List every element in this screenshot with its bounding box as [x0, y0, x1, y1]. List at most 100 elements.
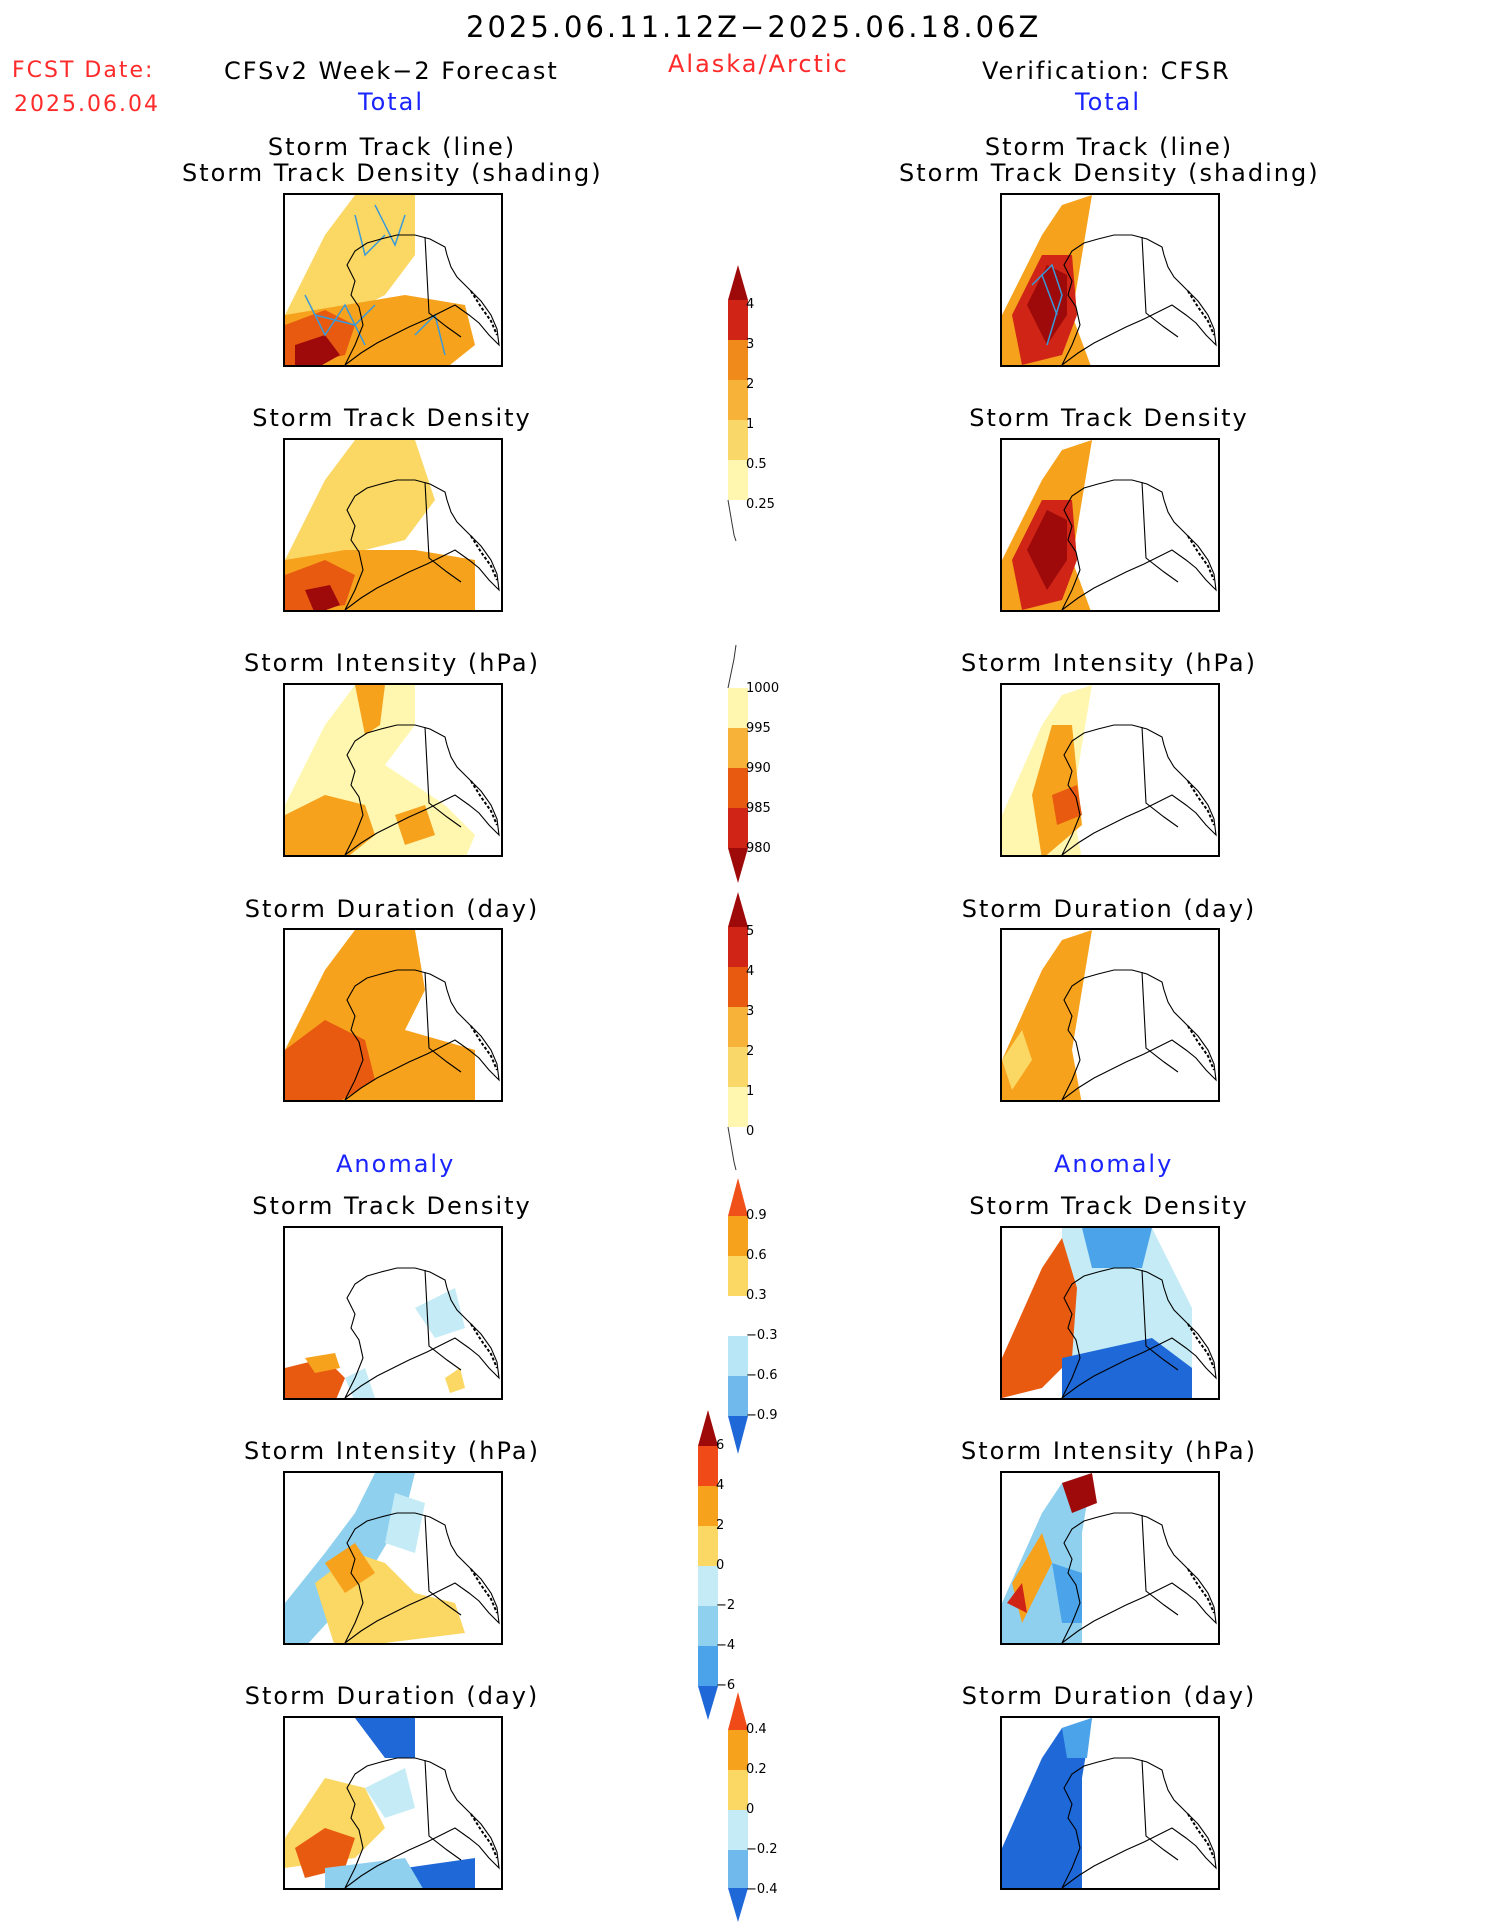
alaska-coastline [1061, 724, 1217, 855]
alaska-coastline [344, 1512, 500, 1643]
tick-label: 5 [746, 924, 755, 939]
alaska-coastline [1061, 1757, 1217, 1888]
track-line [1041, 274, 1058, 316]
tick-label: 6 [716, 1438, 725, 1453]
alaska-coastline [1061, 234, 1217, 365]
panel-title-intensity-right: Storm Intensity (hPa) [961, 649, 1257, 677]
tick-label: −0.9 [746, 1408, 778, 1423]
colorbar-duration-anomaly: 0.4 0.2 0 −0.2 −0.4 [726, 1692, 816, 1924]
tick-label: 0 [746, 1124, 755, 1139]
shading-region [355, 685, 385, 735]
shading-region [415, 1288, 465, 1338]
tick-label: 0.5 [746, 457, 767, 472]
map-density-anomaly-forecast [283, 1226, 503, 1400]
colorbar-swatches [727, 265, 748, 542]
map-duration-verification [1000, 928, 1220, 1102]
region-label: Alaska/Arctic [668, 50, 849, 78]
alaska-coastline [1061, 969, 1217, 1100]
panhandle-islands [470, 780, 498, 826]
right-total-label: Total [1075, 88, 1142, 116]
map-duration-anomaly-verification [1000, 1716, 1220, 1890]
map-track-density-verification [1000, 193, 1220, 367]
alaska-coastline [344, 234, 500, 365]
canada-border [424, 971, 462, 1073]
map-density-forecast [283, 438, 503, 612]
map-canvas [1002, 1473, 1217, 1643]
tick-label: 0 [716, 1558, 725, 1573]
panel-title-density-right: Storm Track Density [969, 404, 1249, 432]
panel-title-intensity-left: Storm Intensity (hPa) [244, 649, 540, 677]
tick-label: 2 [716, 1518, 725, 1533]
map-duration-anomaly-forecast [283, 1716, 503, 1890]
tick-label: −0.4 [746, 1882, 778, 1897]
panel-title-density-anom-left: Storm Track Density [252, 1192, 532, 1220]
panhandle-islands [1187, 780, 1215, 826]
tick-label: 1 [746, 417, 755, 432]
shading-region [305, 1353, 340, 1373]
tick-label: 2 [746, 377, 755, 392]
canada-border [1141, 1269, 1179, 1371]
panel-title-duration-anom-right: Storm Duration (day) [961, 1682, 1257, 1710]
tick-label: 4 [716, 1478, 725, 1493]
panel-title-intensity-anom-right: Storm Intensity (hPa) [961, 1437, 1257, 1465]
alaska-coastline [1061, 1512, 1217, 1643]
canada-border [1141, 1514, 1179, 1616]
colorbar-swatches [727, 645, 748, 883]
alaska-coastline [1061, 1267, 1217, 1398]
map-canvas [1002, 1228, 1217, 1398]
shading-region [365, 1768, 415, 1818]
map-canvas [1002, 1718, 1217, 1888]
tick-label: 2 [746, 1044, 755, 1059]
anomaly-label-left: Anomaly [336, 1150, 456, 1178]
anomaly-label-right: Anomaly [1054, 1150, 1174, 1178]
shading-region [1027, 510, 1067, 590]
map-canvas [1002, 440, 1217, 610]
shading-region [1082, 1228, 1152, 1268]
canada-border [424, 1514, 462, 1616]
map-density-anomaly-verification [1000, 1226, 1220, 1400]
panhandle-islands [1187, 1025, 1215, 1071]
panhandle-islands [470, 1323, 498, 1369]
map-intensity-anomaly-verification [1000, 1471, 1220, 1645]
map-intensity-forecast [283, 683, 503, 857]
shading-region [1002, 1238, 1077, 1398]
map-canvas [285, 685, 500, 855]
tick-label: 1 [746, 1084, 755, 1099]
panhandle-islands [1187, 1568, 1215, 1614]
tick-label: 4 [746, 297, 755, 312]
panel-title-duration-anom-left: Storm Duration (day) [244, 1682, 540, 1710]
shading-region [385, 1493, 425, 1553]
tick-label: 3 [746, 337, 755, 352]
map-canvas [285, 930, 500, 1100]
shading-region [395, 805, 435, 845]
tick-label: −4 [716, 1638, 736, 1653]
canada-border [1141, 236, 1179, 338]
tick-label: −2 [716, 1598, 736, 1613]
fcst-date-value: 2025.06.04 [14, 92, 160, 117]
forecast-period: 2025.06.11.12Z−2025.06.18.06Z [466, 10, 1042, 44]
tick-label: 0.9 [746, 1208, 767, 1223]
right-column-title: Verification: CFSR [982, 57, 1231, 85]
panhandle-islands [470, 1025, 498, 1071]
canada-border [424, 236, 462, 338]
tick-label: 0.4 [746, 1722, 767, 1737]
map-intensity-verification [1000, 683, 1220, 857]
panel-title-duration-left: Storm Duration (day) [244, 895, 540, 923]
shading-region [1007, 1583, 1027, 1613]
shading-region [1027, 265, 1067, 345]
map-track-density-forecast [283, 193, 503, 367]
colorbar-swatches [728, 1178, 748, 1454]
fcst-date-label: FCST Date: [12, 58, 155, 83]
panhandle-islands [470, 290, 498, 336]
canada-border [1141, 1759, 1179, 1861]
left-total-label: Total [358, 88, 425, 116]
canada-border [1141, 481, 1179, 583]
panhandle-islands [1187, 535, 1215, 581]
shading-region [1062, 1718, 1092, 1758]
canada-border [424, 726, 462, 828]
colorbar-density-anomaly: 0.9 0.6 0.3 −0.3 −0.6 −0.9 [726, 1178, 816, 1456]
shading-region [1002, 1030, 1032, 1090]
map-density-verification [1000, 438, 1220, 612]
shading-region [1062, 1338, 1192, 1398]
panel-title-track-line-left: Storm Track (line) [267, 133, 517, 161]
